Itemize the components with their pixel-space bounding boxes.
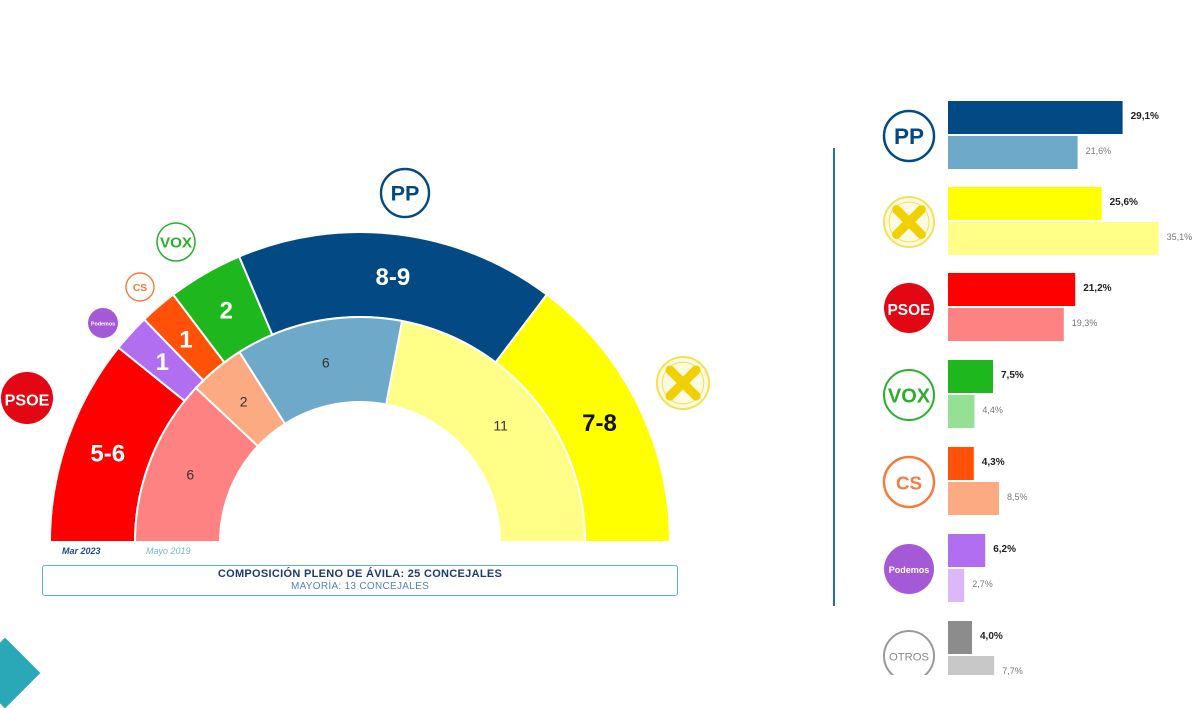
cs-logo: CS (125, 272, 155, 302)
chart-subcaption: MAYORÍA: 13 CONCEJALES (290, 581, 430, 592)
bar-xav-current (948, 187, 1102, 220)
svg-text:Podemos: Podemos (91, 321, 115, 327)
svg-text:PP: PP (894, 124, 924, 149)
inner-label-xav: 11 (493, 418, 508, 434)
bar-vox-current (948, 360, 993, 393)
inner-slice-xav (385, 319, 587, 543)
bar-xav-previous (948, 222, 1159, 255)
svg-text:OTROS: OTROS (889, 651, 929, 663)
podemos-logo: Podemos (88, 308, 118, 338)
inner-label-psoe: 6 (186, 467, 194, 483)
svg-text:Podemos: Podemos (889, 565, 930, 575)
bar-label-xav-previous: 35,1% (1167, 232, 1193, 242)
bar-podemos-current (948, 534, 986, 567)
bar-label-xav-current: 25,6% (1110, 197, 1138, 208)
bar-logo-otros: OTROS (883, 630, 935, 675)
psoe-logo: PSOE (1, 372, 53, 424)
svg-text:CS: CS (896, 473, 922, 494)
outer-label-pp: 8-9 (376, 264, 411, 291)
bar-logo-cs: CS (882, 455, 936, 509)
bar-logo-psoe: PSOE (884, 283, 934, 333)
parliament-hemicycle-chart: 5-6 11 2 8-9 7-8 6 2 6 11 PP VOX CS Podemos PSOE (1, 167, 711, 543)
outer-label-cs: 1 (179, 326, 192, 353)
bar-logo-podemos: Podemos (884, 544, 934, 594)
outer-label-podemos: 1 (156, 349, 169, 376)
bar-label-pp-current: 29,1% (1131, 111, 1159, 122)
bar-label-cs-current: 4,3% (982, 457, 1005, 468)
bar-label-psoe-previous: 19,3% (1072, 318, 1098, 328)
pp-logo: PP (379, 167, 431, 219)
caption-box: COMPOSICIÓN PLENO DE ÁVILA: 25 CONCEJALE… (42, 565, 678, 596)
bar-otros-previous (948, 656, 995, 675)
bar-otros-current (948, 621, 972, 654)
bar-label-vox-previous: 4,4% (982, 405, 1003, 415)
bar-label-cs-previous: 8,5% (1007, 492, 1028, 502)
outer-label-vox: 2 (220, 298, 233, 325)
outer-label-xav: 7-8 (582, 410, 617, 437)
bar-label-psoe-current: 21,2% (1083, 283, 1111, 294)
bar-pp-current (948, 101, 1123, 134)
svg-text:CS: CS (133, 282, 148, 294)
bar-cs-previous (948, 482, 999, 515)
bar-label-podemos-current: 6,2% (993, 544, 1016, 555)
svg-text:VOX: VOX (160, 235, 192, 252)
bar-logo-pp: PP (882, 109, 936, 163)
bar-label-podemos-previous: 2,7% (972, 579, 993, 589)
bar-pp-previous (948, 136, 1078, 169)
svg-text:PP: PP (391, 181, 420, 206)
svg-text:PSOE: PSOE (5, 391, 50, 409)
outer-label-psoe: 5-6 (90, 440, 125, 467)
bar-logo-vox: VOX (883, 369, 935, 421)
bar-label-otros-current: 4,0% (980, 631, 1003, 642)
bar-cs-current (948, 447, 974, 480)
svg-text:VOX: VOX (888, 386, 931, 408)
vox-logo: VOX (156, 222, 196, 262)
bar-label-otros-previous: 7,7% (1002, 666, 1023, 675)
legend-previous: Mayo 2019 (146, 546, 191, 556)
bar-label-pp-previous: 21,6% (1086, 146, 1112, 156)
bar-logo-xav (883, 196, 935, 248)
bar-vox-previous (948, 395, 975, 428)
inner-label-pp: 6 (322, 355, 330, 371)
vote-share-bar-chart: PP 29,1% 21,6% 25,6% 35,1% PSOE 21,2% 19,3% VOX 7… (833, 101, 1193, 675)
svg-text:PSOE: PSOE (887, 302, 930, 319)
inner-label-cs: 2 (240, 393, 248, 409)
bar-psoe-previous (948, 308, 1064, 341)
bar-podemos-previous (948, 569, 965, 602)
bar-label-vox-current: 7,5% (1001, 370, 1024, 381)
bar-psoe-current (948, 273, 1076, 306)
xav-logo (655, 355, 711, 411)
chart-caption: COMPOSICIÓN PLENO DE ÁVILA: 25 CONCEJALE… (217, 568, 503, 580)
legend-current: Mar 2023 (62, 546, 101, 556)
